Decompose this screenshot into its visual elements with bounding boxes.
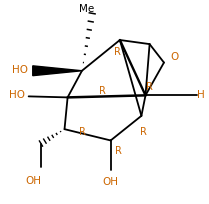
Text: R: R	[146, 82, 153, 92]
Text: R: R	[99, 86, 106, 96]
Text: R: R	[79, 127, 85, 136]
Text: R: R	[140, 127, 147, 136]
Text: HO: HO	[9, 90, 25, 100]
Text: H: H	[197, 90, 205, 100]
Text: O: O	[170, 52, 178, 62]
Text: HO: HO	[13, 64, 28, 74]
Polygon shape	[33, 67, 82, 76]
Text: OH: OH	[103, 177, 119, 186]
Text: OH: OH	[26, 176, 42, 185]
Text: Me: Me	[79, 4, 95, 14]
Text: R: R	[114, 47, 121, 57]
Text: R: R	[115, 145, 122, 155]
